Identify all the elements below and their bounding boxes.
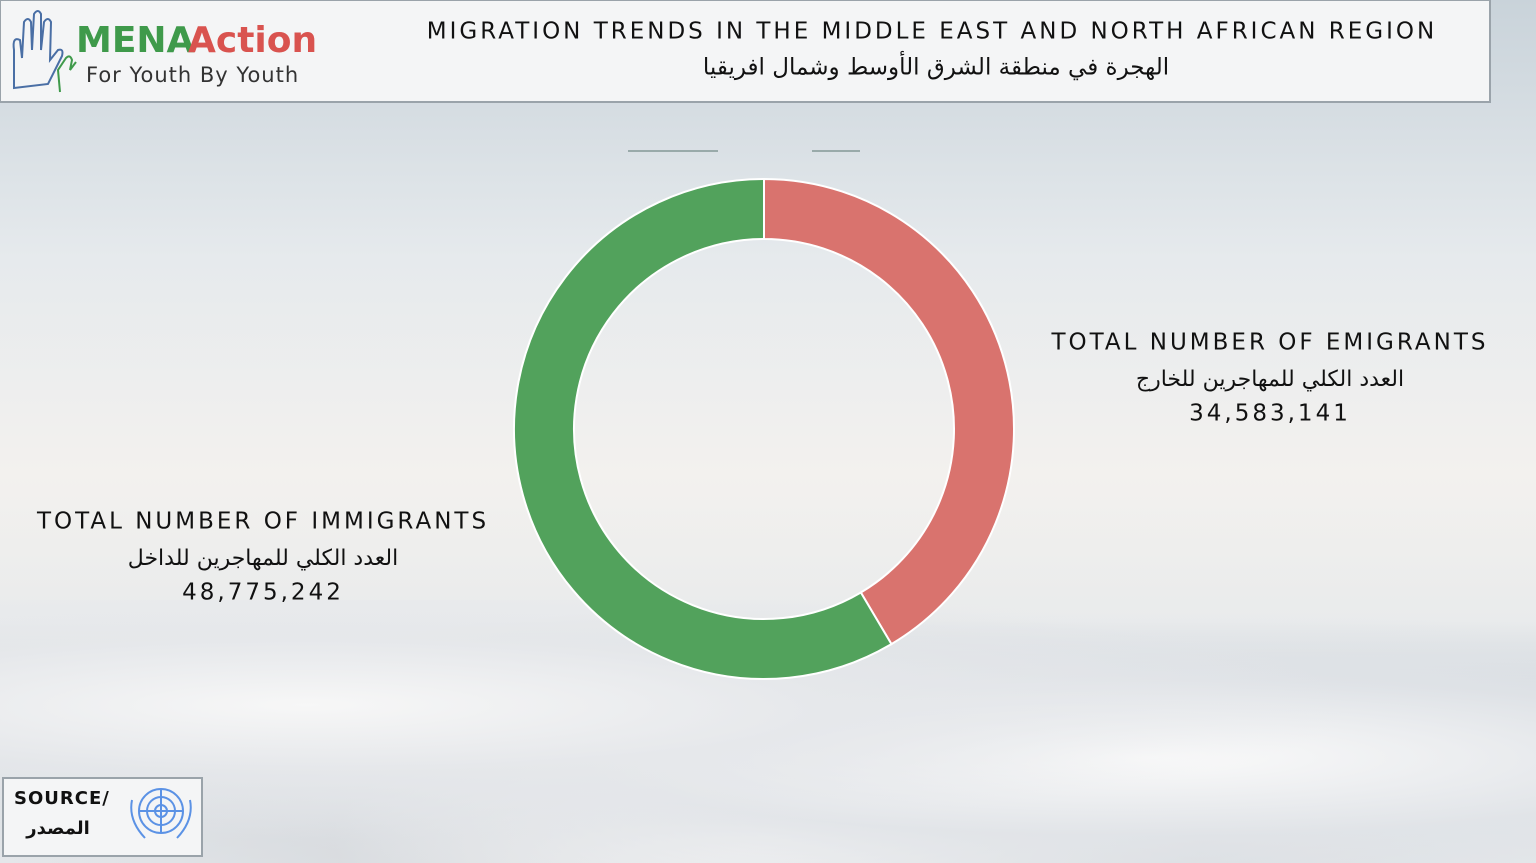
chart-subtitle: الهجرة في منطقة الشرق الأوسط وشمال افريق… xyxy=(703,51,1169,81)
donut-slice xyxy=(513,177,893,680)
source-label-ar: المصدر xyxy=(25,818,90,839)
donut-slice xyxy=(763,177,1015,646)
logo-tagline: For Youth By Youth xyxy=(86,63,299,87)
logo-mena: MENA xyxy=(76,20,195,61)
value-label: 34,583,141 xyxy=(1189,401,1351,427)
un-emblem xyxy=(130,788,192,839)
category-label: TOTAL NUMBER OF EMIGRANTS xyxy=(1050,330,1488,356)
header-box xyxy=(0,0,1491,103)
value-label: 48,775,242 xyxy=(182,580,344,606)
source-label: SOURCE/ xyxy=(14,788,110,809)
category-label: TOTAL NUMBER OF IMMIGRANTS xyxy=(36,509,489,535)
category-label-ar: العدد الكلي للمهاجرين للداخل xyxy=(128,546,398,571)
chart-title: MIGRATION TRENDS IN THE MIDDLE EAST AND … xyxy=(427,19,1437,45)
logo-action: Action xyxy=(188,20,317,61)
category-label-ar: العدد الكلي للمهاجرين للخارج xyxy=(1136,367,1404,392)
logo-hands xyxy=(12,10,77,93)
